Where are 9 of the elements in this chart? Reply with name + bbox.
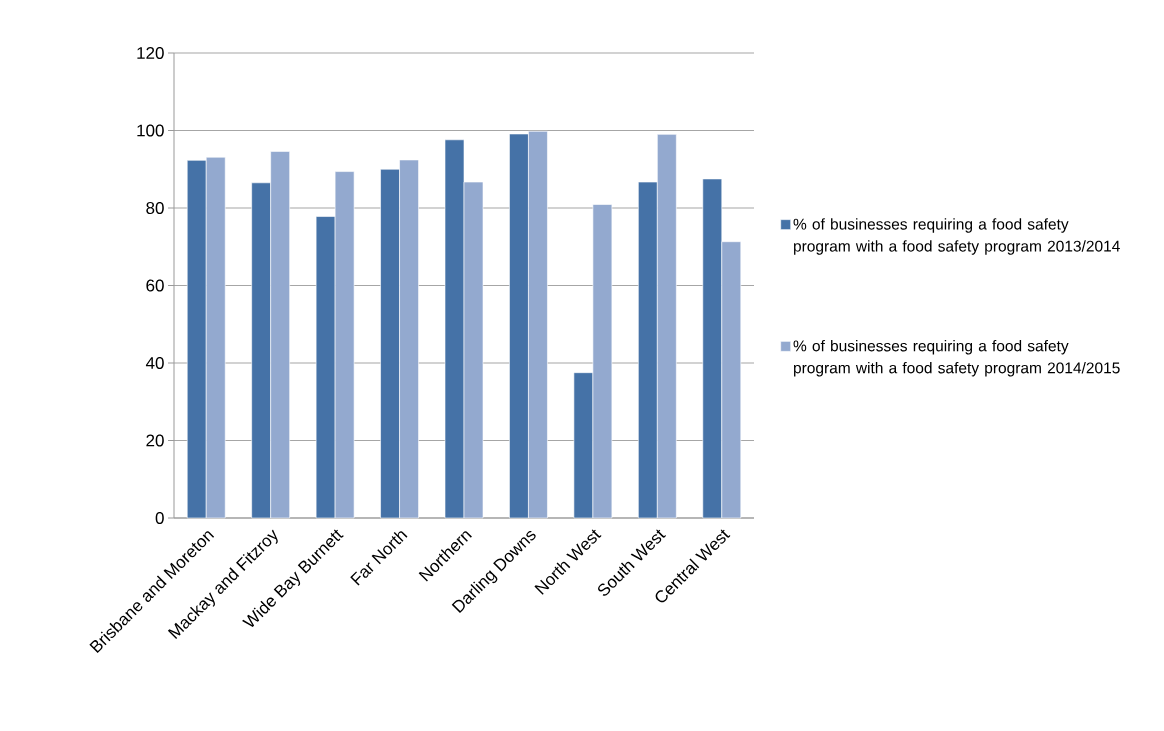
y-tick-label: 100 (137, 124, 164, 137)
legend-label: % of businesses requiring a food safety program with a food safety program 2013/2014 (793, 218, 1120, 255)
y-tick-label: 60 (146, 279, 164, 292)
y-tick-label: 20 (146, 434, 164, 447)
y-tick-label: 120 (137, 46, 164, 60)
y-tick-label: 0 (155, 511, 164, 525)
y-tick-label: 40 (145, 356, 164, 370)
y-tick-label: 80 (146, 201, 164, 215)
legend-label: % of businesses requiring a food safety program with a food safety program 2014/2015 (793, 340, 1120, 377)
